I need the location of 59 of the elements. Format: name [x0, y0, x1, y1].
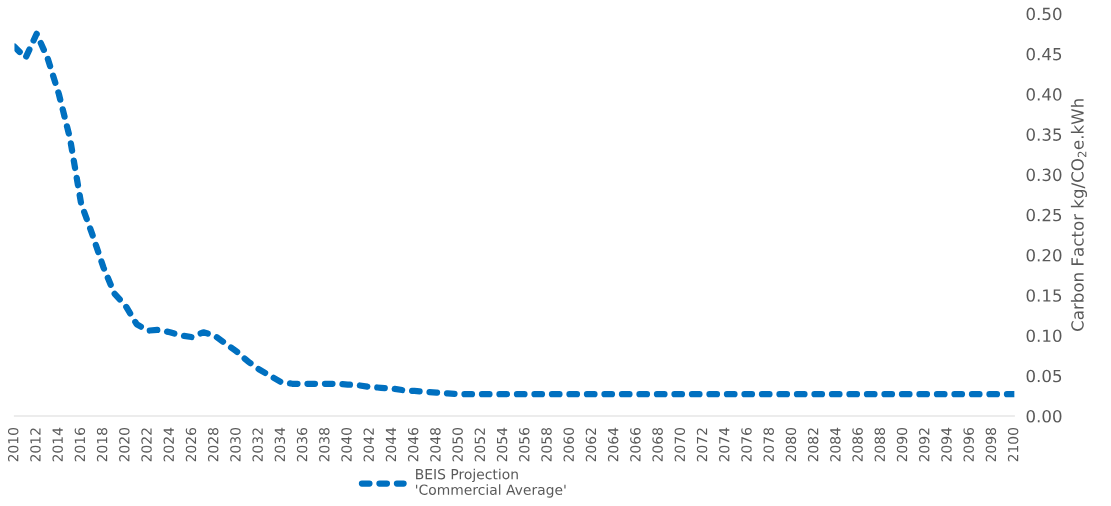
y-tick-label: 0.05 — [1026, 369, 1062, 383]
y-tick-label: 0.20 — [1026, 248, 1062, 262]
x-tick-label: 2086 — [852, 427, 863, 462]
x-tick-label: 2074 — [719, 427, 730, 462]
x-tick-label: 2050 — [452, 427, 463, 462]
x-tick-label: 2088 — [874, 427, 886, 462]
x-tick-label: 2014 — [52, 427, 63, 462]
x-tick-label: 2044 — [385, 427, 397, 462]
y-axis-title: Carbon Factor kg/CO$_{2}$e.kWh — [1070, 99, 1088, 331]
x-tick-label: 2056 — [519, 427, 530, 462]
x-tick-label: 2040 — [341, 427, 352, 462]
x-tick-label: 2012 — [30, 428, 41, 462]
x-tick-label: 2082 — [807, 428, 819, 462]
x-tick-label: 2090 — [896, 427, 908, 462]
x-tick-label: 2030 — [230, 427, 241, 462]
x-tick-label: 2066 — [630, 427, 641, 462]
legend-label: BEIS Projection 'Commercial Average' — [416, 468, 566, 498]
y-tick-label: 0.50 — [1026, 7, 1062, 21]
x-tick-label: 2034 — [274, 427, 286, 462]
x-tick-label: 2052 — [474, 428, 486, 462]
x-tick-label: 2026 — [185, 427, 197, 462]
x-tick-label: 2022 — [141, 428, 152, 462]
x-tick-label: 2042 — [363, 428, 374, 462]
x-tick-label: 2024 — [163, 427, 175, 462]
x-tick-label: 2048 — [430, 427, 441, 462]
x-tick-label: 2092 — [918, 428, 930, 462]
x-tick-label: 2080 — [785, 427, 797, 462]
y-tick-label: 0.35 — [1026, 128, 1062, 141]
x-tick-label: 2028 — [207, 427, 219, 462]
x-tick-label: 2020 — [119, 427, 130, 462]
x-tick-label: 2084 — [830, 427, 841, 462]
y-tick-label: 0.45 — [1026, 47, 1062, 61]
x-tick-label: 2064 — [607, 427, 619, 462]
y-tick-label: 0.15 — [1026, 289, 1062, 302]
x-tick-label: 2098 — [985, 427, 997, 462]
x-tick-label: 2062 — [585, 428, 597, 462]
y-tick-label: 0.00 — [1026, 409, 1062, 423]
x-tick-label: 2078 — [763, 427, 774, 462]
x-tick-label: 2036 — [296, 427, 308, 462]
x-tick-label: 2016 — [74, 427, 86, 462]
x-tick-label: 2100 — [1007, 427, 1019, 462]
x-tick-label: 2060 — [563, 427, 574, 462]
x-tick-label: 2032 — [252, 428, 263, 462]
x-tick-label: 2038 — [319, 427, 330, 462]
x-tick-label: 2076 — [741, 427, 752, 462]
y-tick-label: 0.25 — [1026, 208, 1062, 222]
x-tick-label: 2068 — [652, 427, 663, 462]
x-tick-label: 2096 — [963, 427, 974, 462]
x-tick-label: 2046 — [407, 427, 419, 462]
y-tick-label: 0.30 — [1026, 168, 1062, 182]
y-tick-label: 0.10 — [1026, 329, 1062, 343]
x-tick-label: 2094 — [941, 427, 952, 462]
x-tick-label: 2054 — [496, 427, 508, 462]
x-tick-label: 2070 — [674, 427, 686, 462]
y-tick-label: 0.40 — [1026, 88, 1062, 101]
x-tick-label: 2018 — [96, 427, 108, 462]
x-tick-label: 2072 — [696, 428, 708, 462]
x-tick-label: 2058 — [541, 427, 552, 462]
x-tick-label: 2010 — [7, 427, 19, 462]
